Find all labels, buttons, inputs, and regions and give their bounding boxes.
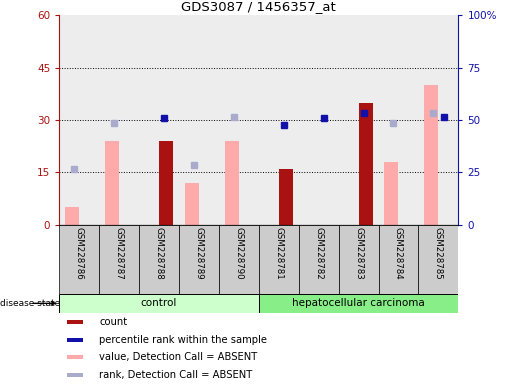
Bar (424, 85, 438, 225)
Bar (259, 225, 299, 294)
Bar (384, 162, 398, 225)
Bar (225, 141, 238, 225)
Bar (339, 15, 379, 225)
Bar (139, 225, 179, 294)
Bar (259, 15, 299, 225)
Bar (67, 356, 82, 359)
Text: GSM228789: GSM228789 (195, 227, 203, 279)
Bar (59, 225, 99, 294)
Bar (219, 15, 259, 225)
Bar (185, 183, 199, 225)
Bar (179, 225, 219, 294)
Text: control: control (141, 298, 177, 308)
Text: GSM228785: GSM228785 (434, 227, 443, 280)
Text: value, Detection Call = ABSENT: value, Detection Call = ABSENT (99, 353, 258, 362)
Text: GSM228782: GSM228782 (314, 227, 323, 280)
Bar (279, 169, 293, 225)
Bar (159, 141, 173, 225)
Title: GDS3087 / 1456357_at: GDS3087 / 1456357_at (181, 0, 336, 13)
Bar (179, 15, 219, 225)
Text: count: count (99, 317, 127, 327)
Bar (67, 373, 82, 377)
Bar (67, 320, 82, 324)
Bar (67, 338, 82, 341)
Bar (105, 141, 119, 225)
Text: GSM228786: GSM228786 (75, 227, 83, 280)
Bar (219, 225, 259, 294)
Bar (379, 225, 418, 294)
Bar (59, 294, 259, 313)
Text: percentile rank within the sample: percentile rank within the sample (99, 334, 267, 344)
Bar (379, 15, 418, 225)
Text: GSM228787: GSM228787 (115, 227, 124, 280)
Bar (65, 207, 79, 225)
Text: GSM228783: GSM228783 (354, 227, 363, 280)
Bar (299, 225, 339, 294)
Text: GSM228790: GSM228790 (234, 227, 243, 279)
Text: hepatocellular carcinoma: hepatocellular carcinoma (292, 298, 425, 308)
Bar (418, 225, 458, 294)
Text: rank, Detection Call = ABSENT: rank, Detection Call = ABSENT (99, 370, 252, 380)
Text: GSM228781: GSM228781 (274, 227, 283, 280)
Bar (99, 15, 139, 225)
Text: GSM228788: GSM228788 (154, 227, 163, 280)
Text: disease state: disease state (0, 299, 60, 308)
Bar (299, 15, 339, 225)
Bar (339, 225, 379, 294)
Text: GSM228784: GSM228784 (394, 227, 403, 280)
Bar (418, 15, 458, 225)
Bar (359, 103, 373, 225)
Bar (259, 294, 458, 313)
Bar (139, 15, 179, 225)
Bar (99, 225, 139, 294)
Bar (59, 15, 99, 225)
